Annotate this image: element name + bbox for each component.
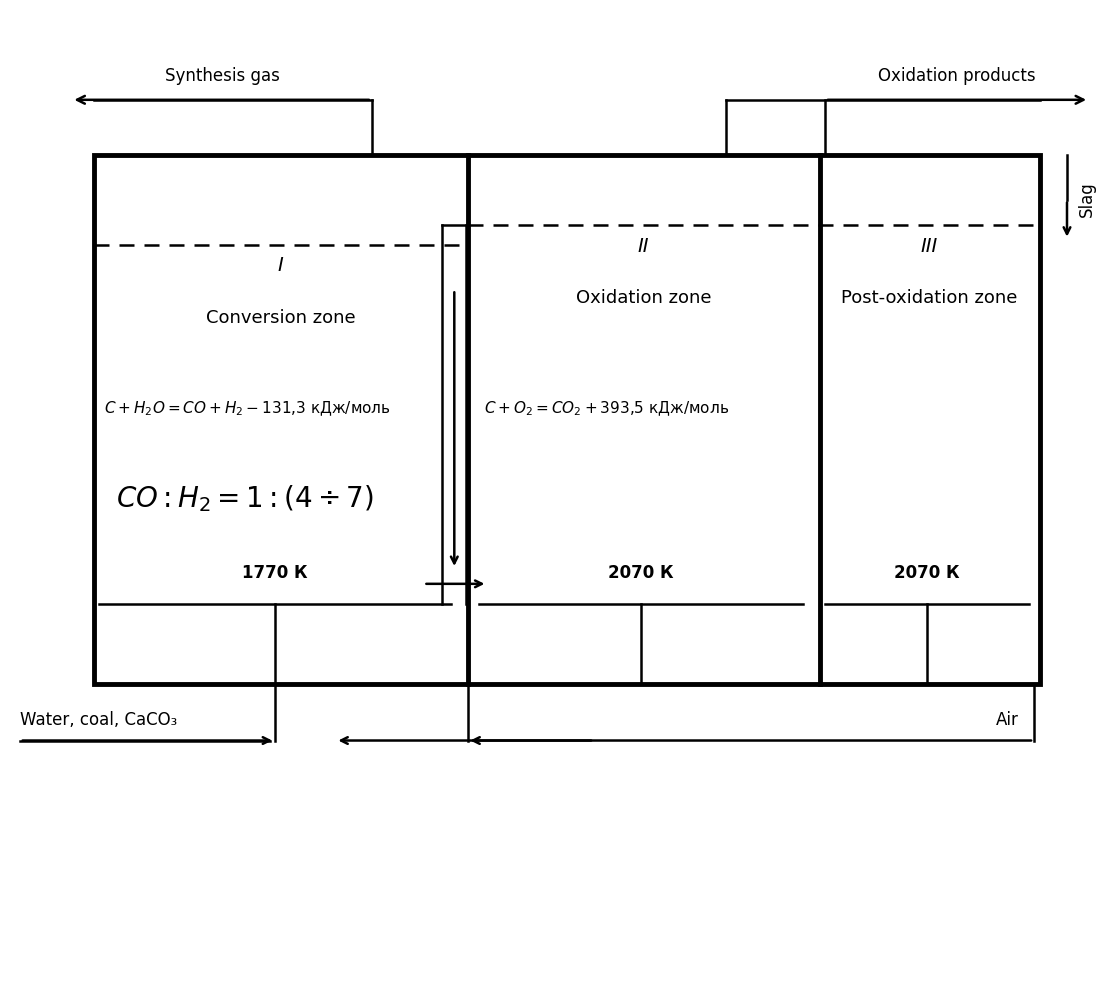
Text: I: I (277, 256, 284, 275)
Text: Conversion zone: Conversion zone (206, 309, 355, 327)
Text: II: II (638, 237, 649, 255)
Text: 1770 К: 1770 К (242, 564, 308, 582)
Text: Air: Air (996, 711, 1019, 729)
Text: Synthesis gas: Synthesis gas (165, 67, 279, 85)
Text: $CO : H_2 = 1 : (4 \div 7)$: $CO : H_2 = 1 : (4 \div 7)$ (116, 484, 373, 514)
Text: Water, coal, CaCO₃: Water, coal, CaCO₃ (20, 711, 177, 729)
Text: 2070 К: 2070 К (608, 564, 674, 582)
Text: $C + O_2 = CO_2 + 393{,}5$ кДж/моль: $C + O_2 = CO_2 + 393{,}5$ кДж/моль (484, 400, 729, 418)
Text: Oxidation zone: Oxidation zone (575, 289, 712, 307)
Bar (94, 155, 1040, 684)
Text: 2070 К: 2070 К (894, 564, 960, 582)
Text: Oxidation products: Oxidation products (878, 67, 1036, 85)
Text: III: III (921, 237, 938, 255)
Text: Slag: Slag (1078, 182, 1096, 218)
Text: $C + H_2O = CO + H_2 - 131{,}3$ кДж/моль: $C + H_2O = CO + H_2 - 131{,}3$ кДж/моль (104, 400, 392, 418)
Text: Post-oxidation zone: Post-oxidation zone (842, 289, 1018, 307)
